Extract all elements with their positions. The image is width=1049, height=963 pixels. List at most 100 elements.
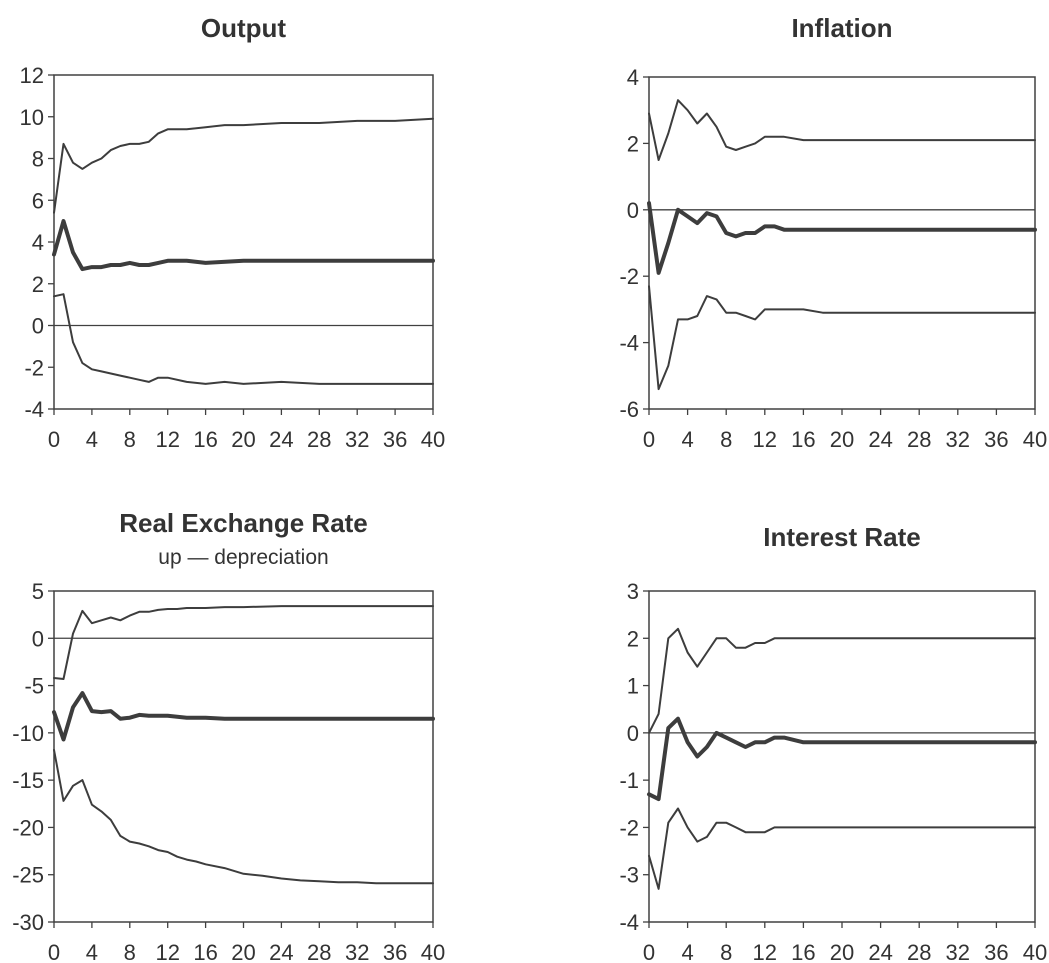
x-tick-label: 28 — [307, 940, 331, 963]
series-line-median — [649, 203, 1035, 273]
y-tick-label: 1 — [627, 674, 639, 699]
y-tick-label: 12 — [20, 63, 44, 88]
y-tick-label: 8 — [32, 147, 44, 172]
y-tick-label: 3 — [627, 579, 639, 604]
x-tick-label: 28 — [907, 940, 931, 963]
x-tick-label: 0 — [48, 427, 60, 452]
x-tick-label: 40 — [1023, 427, 1047, 452]
plot-frame — [54, 591, 433, 922]
x-tick-label: 8 — [720, 427, 732, 452]
series-line-lower — [54, 294, 433, 384]
x-tick-label: 12 — [155, 427, 179, 452]
x-tick-label: 8 — [720, 940, 732, 963]
chart-title: Output — [201, 13, 287, 43]
series-line-upper — [649, 100, 1035, 160]
y-tick-label: -20 — [12, 815, 44, 840]
series-line-upper — [54, 119, 433, 213]
y-tick-label: -25 — [12, 863, 44, 888]
x-tick-label: 0 — [643, 427, 655, 452]
x-tick-label: 24 — [868, 427, 892, 452]
x-tick-label: 24 — [868, 940, 892, 963]
x-tick-label: 32 — [946, 940, 970, 963]
series-line-upper — [649, 629, 1035, 733]
y-tick-label: 0 — [627, 721, 639, 746]
x-tick-label: 20 — [830, 940, 854, 963]
y-tick-label: -2 — [24, 355, 44, 380]
x-tick-label: 12 — [753, 940, 777, 963]
x-tick-label: 40 — [421, 940, 445, 963]
x-tick-label: 28 — [907, 427, 931, 452]
y-tick-label: -30 — [12, 910, 44, 935]
x-tick-label: 4 — [86, 427, 98, 452]
series-line-median — [54, 221, 433, 269]
series-line-lower — [54, 750, 433, 883]
x-tick-label: 8 — [124, 940, 136, 963]
x-tick-label: 4 — [681, 427, 693, 452]
y-tick-label: -4 — [619, 331, 639, 356]
y-tick-label: 4 — [627, 65, 639, 90]
x-tick-label: 8 — [124, 427, 136, 452]
y-tick-label: -10 — [12, 721, 44, 746]
y-tick-label: -3 — [619, 863, 639, 888]
plot-frame — [649, 591, 1035, 922]
y-tick-label: 5 — [32, 579, 44, 604]
series-line-lower — [649, 286, 1035, 389]
plot-frame — [649, 77, 1035, 409]
x-tick-label: 20 — [231, 940, 255, 963]
chart-title: Interest Rate — [763, 522, 921, 552]
x-tick-label: 28 — [307, 427, 331, 452]
y-tick-label: 0 — [627, 198, 639, 223]
y-tick-label: -15 — [12, 768, 44, 793]
y-tick-label: 2 — [627, 131, 639, 156]
y-tick-label: -5 — [24, 674, 44, 699]
x-tick-label: 20 — [830, 427, 854, 452]
x-tick-label: 32 — [345, 940, 369, 963]
y-tick-label: -2 — [619, 815, 639, 840]
x-tick-label: 24 — [269, 940, 293, 963]
x-tick-label: 4 — [681, 940, 693, 963]
x-tick-label: 36 — [383, 940, 407, 963]
series-line-upper — [54, 606, 433, 679]
x-tick-label: 32 — [345, 427, 369, 452]
y-tick-label: 4 — [32, 230, 44, 255]
y-tick-label: -6 — [619, 397, 639, 422]
y-tick-label: 2 — [627, 626, 639, 651]
x-tick-label: 16 — [193, 427, 217, 452]
x-tick-label: 32 — [946, 427, 970, 452]
x-tick-label: 36 — [984, 940, 1008, 963]
y-tick-label: -2 — [619, 264, 639, 289]
series-line-lower — [649, 809, 1035, 889]
y-tick-label: -4 — [24, 397, 44, 422]
x-tick-label: 20 — [231, 427, 255, 452]
y-tick-label: 0 — [32, 626, 44, 651]
x-tick-label: 12 — [155, 940, 179, 963]
y-tick-label: 6 — [32, 188, 44, 213]
x-tick-label: 36 — [383, 427, 407, 452]
y-tick-label: -1 — [619, 768, 639, 793]
x-tick-label: 40 — [1023, 940, 1047, 963]
x-tick-label: 0 — [48, 940, 60, 963]
chart-title: Real Exchange Rate — [119, 508, 368, 538]
series-line-median — [649, 719, 1035, 799]
chart-title: Inflation — [791, 13, 892, 43]
x-tick-label: 40 — [421, 427, 445, 452]
x-tick-label: 4 — [86, 940, 98, 963]
x-tick-label: 16 — [193, 940, 217, 963]
x-tick-label: 16 — [791, 427, 815, 452]
x-tick-label: 12 — [753, 427, 777, 452]
series-line-median — [54, 693, 433, 739]
chart-subtitle: up — depreciation — [158, 546, 328, 569]
x-tick-label: 24 — [269, 427, 293, 452]
y-tick-label: 10 — [20, 105, 44, 130]
y-tick-label: -4 — [619, 910, 639, 935]
x-tick-label: 36 — [984, 427, 1008, 452]
panel-real-exchange-rate: Real Exchange Rate up — depreciation 5 0 -5 -… — [12, 508, 445, 963]
y-tick-label: 2 — [32, 272, 44, 297]
x-tick-label: 16 — [791, 940, 815, 963]
x-tick-label: 0 — [643, 940, 655, 963]
y-tick-label: 0 — [32, 314, 44, 339]
